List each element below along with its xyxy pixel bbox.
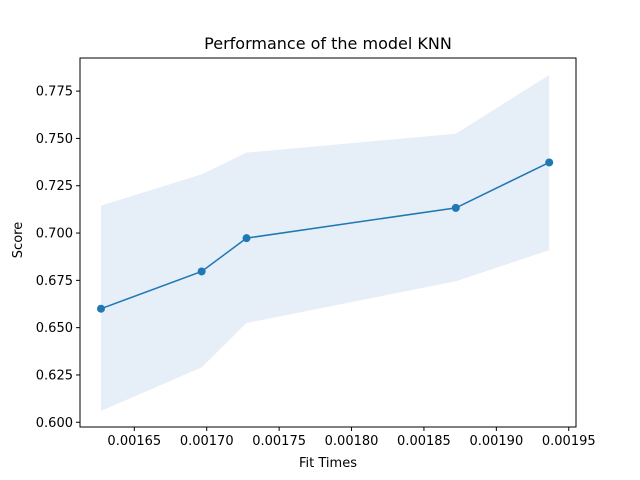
y-tick-label: 0.625 [36,368,73,383]
data-point [545,158,554,167]
chart-title: Performance of the model KNN [204,34,452,53]
x-tick-label: 0.00170 [180,434,234,449]
data-point [451,203,460,212]
x-tick-label: 0.00175 [252,434,306,449]
x-axis-label: Fit Times [299,456,357,471]
y-tick-layer: 0.600 0.625 0.650 0.675 0.700 0.725 0.750 0.775 [36,85,80,431]
y-tick-label: 0.600 [36,416,73,431]
y-tick-label: 0.650 [36,321,73,336]
x-tick-label: 0.00185 [397,434,451,449]
confidence-band-layer [100,75,550,411]
y-tick-label: 0.775 [36,85,73,100]
y-tick-label: 0.725 [36,179,73,194]
confidence-band [100,75,550,411]
data-point [96,304,105,313]
y-tick-label: 0.750 [36,132,73,147]
series-marker-layer [96,158,554,313]
x-tick-label: 0.00180 [325,434,379,449]
x-tick-label: 0.00195 [542,434,596,449]
data-point [197,267,206,276]
data-point [242,234,251,243]
plot-frame [79,57,577,428]
x-tick-label: 0.00165 [107,434,161,449]
x-tick-label: 0.00190 [469,434,523,449]
y-axis-label: Score [11,222,26,258]
y-tick-label: 0.700 [36,227,73,242]
x-tick-layer: 0.00165 0.00170 0.00175 0.00180 0.00185 0.001… [107,427,596,449]
y-tick-label: 0.675 [36,274,73,289]
